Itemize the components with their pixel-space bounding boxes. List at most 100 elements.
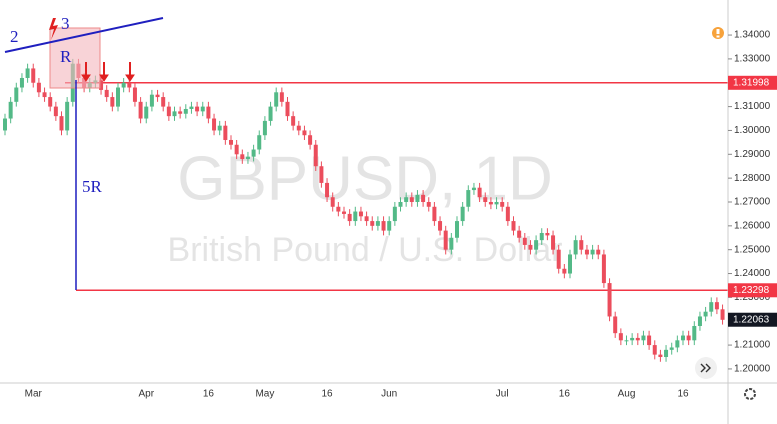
candle-body: [686, 335, 691, 341]
candle-body: [392, 206, 397, 222]
candle-body: [477, 187, 482, 198]
candle-body: [387, 221, 392, 231]
y-tick-label: 1.25000: [734, 244, 771, 255]
price-level-tag: [728, 75, 777, 90]
candle-body: [166, 106, 171, 117]
candle-body: [99, 80, 104, 90]
candle-body: [189, 106, 194, 109]
candle-body: [110, 97, 115, 107]
candle-body: [647, 335, 652, 346]
candle-body: [262, 120, 267, 136]
candle-body: [279, 92, 284, 102]
candle-body: [285, 101, 290, 117]
x-tick-label: 16: [677, 389, 689, 400]
candle-body: [703, 311, 708, 317]
candle-body: [330, 197, 335, 207]
candle-body: [245, 156, 250, 160]
candle-body: [342, 211, 346, 214]
candle-body: [443, 230, 448, 250]
candle-body: [596, 249, 601, 255]
y-tick-label: 1.27000: [734, 197, 771, 208]
candle-body: [630, 337, 635, 341]
wave-label: 3: [61, 14, 70, 33]
candle-body: [534, 240, 539, 250]
settings-button[interactable]: [744, 388, 756, 400]
candle-body: [8, 101, 13, 119]
candle-body: [48, 97, 53, 107]
trend-line: [4, 17, 164, 53]
y-tick-label: 1.30000: [734, 125, 771, 136]
candle-body: [720, 309, 725, 320]
candle-body: [25, 68, 30, 78]
price-level-label: 1.31998: [733, 77, 770, 88]
candle-body: [562, 268, 567, 274]
scroll-button[interactable]: [695, 357, 717, 379]
candle-body: [579, 240, 584, 250]
candle-body: [415, 194, 420, 202]
candle-body: [681, 335, 685, 341]
risk-label: R: [60, 47, 72, 66]
candle-body: [658, 354, 663, 358]
candle-body: [65, 101, 70, 131]
entry-arrows: [81, 62, 135, 82]
x-tick-label: May: [255, 389, 274, 400]
candle-body: [624, 340, 629, 342]
y-tick-label: 1.31000: [734, 101, 771, 112]
y-tick-label: 1.20000: [734, 364, 771, 375]
x-tick-label: 16: [203, 389, 215, 400]
candle-body: [675, 340, 680, 348]
candle-body: [206, 106, 211, 119]
candle-body: [539, 232, 544, 241]
candle-body: [517, 230, 522, 238]
x-tick-label: Mar: [25, 389, 43, 400]
candle-body: [195, 106, 200, 112]
candle-body: [200, 106, 205, 112]
x-tick-label: Apr: [138, 389, 154, 400]
candle-body: [116, 87, 120, 107]
y-tick-label: 1.24000: [734, 268, 771, 279]
candle-body: [528, 244, 533, 250]
candle-body: [172, 111, 177, 117]
candle-body: [556, 249, 561, 269]
y-tick-label: 1.33000: [734, 54, 771, 65]
x-tick-label: Aug: [618, 389, 636, 400]
candle-body: [669, 347, 674, 350]
watermark-group: GBPUSD, 1D British Pound / U.S. Dollar: [168, 144, 563, 269]
candle-body: [483, 197, 488, 202]
last-price-label: 1.22063: [733, 314, 770, 325]
candle-body: [302, 130, 307, 136]
candle-body: [149, 94, 154, 107]
candle-body: [455, 221, 459, 238]
candle-body: [257, 135, 262, 150]
candle-body: [652, 345, 657, 355]
candle-body: [404, 197, 409, 202]
candle-body: [36, 82, 41, 93]
y-tick-label: 1.21000: [734, 340, 771, 351]
candle-body: [240, 154, 245, 160]
candle-body: [714, 302, 719, 310]
candle-body: [31, 68, 36, 83]
candle-body: [584, 249, 589, 255]
candle-body: [601, 254, 606, 284]
candle-body: [635, 337, 640, 341]
arrow-head: [99, 74, 109, 82]
candle-body: [53, 106, 58, 117]
candle-body: [178, 111, 183, 114]
y-tick-label: 1.23000: [734, 292, 771, 303]
x-tick-label: Jul: [496, 389, 509, 400]
risk-box: [49, 27, 101, 89]
candle-body: [568, 254, 572, 274]
y-tick-label: 1.29000: [734, 149, 771, 160]
candle-body: [319, 166, 324, 183]
candle-body: [370, 221, 375, 226]
candle-body: [268, 106, 273, 121]
plot: [3, 58, 728, 362]
candle-body: [251, 149, 256, 157]
candle-body: [183, 108, 188, 114]
alert-mark: [716, 35, 720, 38]
candle-body: [398, 201, 403, 207]
candle-body: [573, 240, 578, 255]
candle-body: [347, 213, 352, 222]
candle-body: [358, 211, 363, 217]
x-tick-label: Jun: [381, 389, 397, 400]
